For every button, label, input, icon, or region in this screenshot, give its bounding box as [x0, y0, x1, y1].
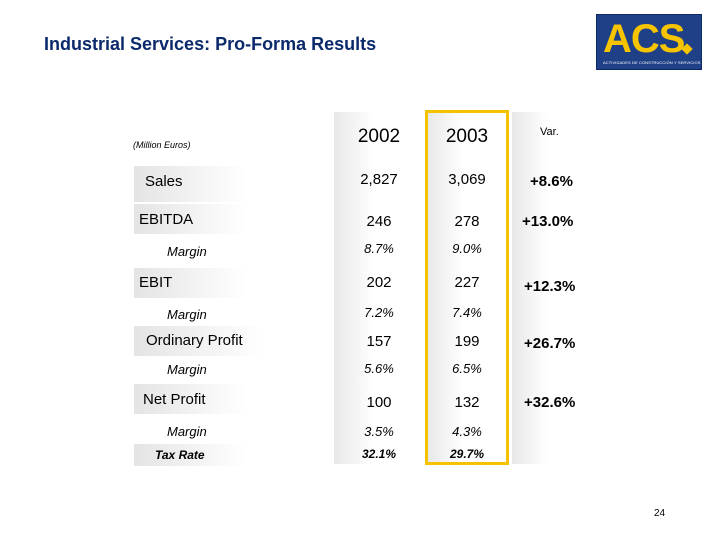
value-ebit-2003: 227	[454, 274, 480, 291]
row-label-ebitda: EBITDA	[139, 211, 194, 228]
page-number: 24	[654, 508, 666, 519]
logo-subtitle: ACTIVIDADES DE CONSTRUCCIÓN Y SERVICIOS	[603, 60, 701, 65]
row-label-ebitda-margin: Margin	[167, 244, 207, 259]
value-sales-2002: 2,827	[360, 171, 398, 188]
row-ebitda-background	[134, 204, 246, 234]
row-label-net-margin: Margin	[167, 424, 207, 439]
column-2003-background	[428, 112, 506, 464]
value-sales-2003: 3,069	[448, 171, 486, 188]
row-label-net-profit: Net Profit	[143, 391, 206, 408]
page-title: Industrial Services: Pro-Forma Results	[44, 34, 377, 54]
value-net-margin-2003: 4.3%	[452, 424, 482, 439]
value-ordinary-margin-2003: 6.5%	[452, 361, 482, 376]
row-label-ebit-margin: Margin	[167, 307, 207, 322]
row-tax-background	[134, 444, 246, 466]
value-ordinary-margin-2002: 5.6%	[364, 361, 394, 376]
row-net-background	[134, 384, 246, 414]
row-label-sales: Sales	[145, 173, 183, 190]
value-ebit-margin-2002: 7.2%	[364, 305, 394, 320]
value-ebit-var: +12.3%	[524, 278, 576, 295]
value-net-2003: 132	[454, 394, 480, 411]
value-ebit-2002: 202	[366, 274, 392, 291]
row-label-tax-rate: Tax Rate	[155, 448, 205, 462]
logo-text: ACS	[603, 17, 685, 61]
value-ebitda-var: +13.0%	[522, 213, 574, 230]
acs-logo: ACS ACTIVIDADES DE CONSTRUCCIÓN Y SERVIC…	[596, 14, 702, 70]
header-2002: 2002	[357, 126, 401, 147]
row-ordinary-background	[134, 326, 264, 356]
value-ordinary-2003: 199	[454, 333, 480, 350]
value-net-var: +32.6%	[524, 394, 576, 411]
column-2002-background	[334, 112, 424, 464]
row-ebit-background	[134, 268, 246, 298]
value-ordinary-var: +26.7%	[524, 335, 576, 352]
row-label-ordinary-profit: Ordinary Profit	[146, 332, 243, 349]
value-ebitda-margin-2003: 9.0%	[452, 241, 482, 256]
value-sales-var: +8.6%	[530, 173, 573, 190]
value-tax-2003: 29.7%	[449, 447, 485, 461]
header-2003: 2003	[445, 126, 489, 147]
value-ebitda-margin-2002: 8.7%	[364, 241, 394, 256]
value-net-margin-2002: 3.5%	[364, 424, 394, 439]
row-sales-background	[134, 166, 246, 202]
value-net-2002: 100	[366, 394, 392, 411]
row-label-ordinary-margin: Margin	[167, 362, 207, 377]
value-tax-2002: 32.1%	[361, 447, 397, 461]
row-label-ebit: EBIT	[139, 274, 173, 291]
header-var: Var.	[540, 126, 559, 138]
highlight-2003-column	[425, 110, 509, 465]
units-label: (Million Euros)	[133, 140, 191, 150]
value-ebitda-2003: 278	[454, 213, 480, 230]
value-ebit-margin-2003: 7.4%	[452, 305, 482, 320]
column-var-background	[512, 112, 592, 464]
value-ebitda-2002: 246	[366, 213, 392, 230]
value-ordinary-2002: 157	[366, 333, 392, 350]
